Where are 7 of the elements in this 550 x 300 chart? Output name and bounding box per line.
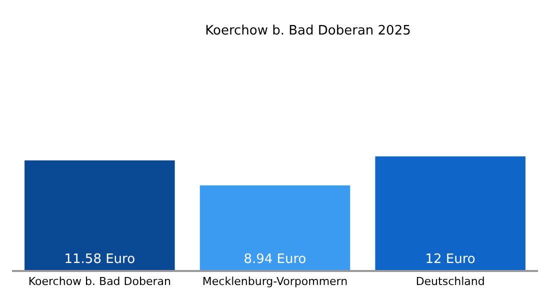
data-label: 11.58 Euro <box>64 252 136 267</box>
data-label: 12 Euro <box>425 252 476 267</box>
chart-title: Koerchow b. Bad Doberan 2025 <box>205 24 411 39</box>
x-tick-label: Deutschland <box>416 275 485 288</box>
x-tick-label: Mecklenburg-Vorpommern <box>202 275 348 288</box>
data-label: 8.94 Euro <box>244 252 306 267</box>
x-tick-label: Koerchow b. Bad Doberan <box>28 275 171 288</box>
